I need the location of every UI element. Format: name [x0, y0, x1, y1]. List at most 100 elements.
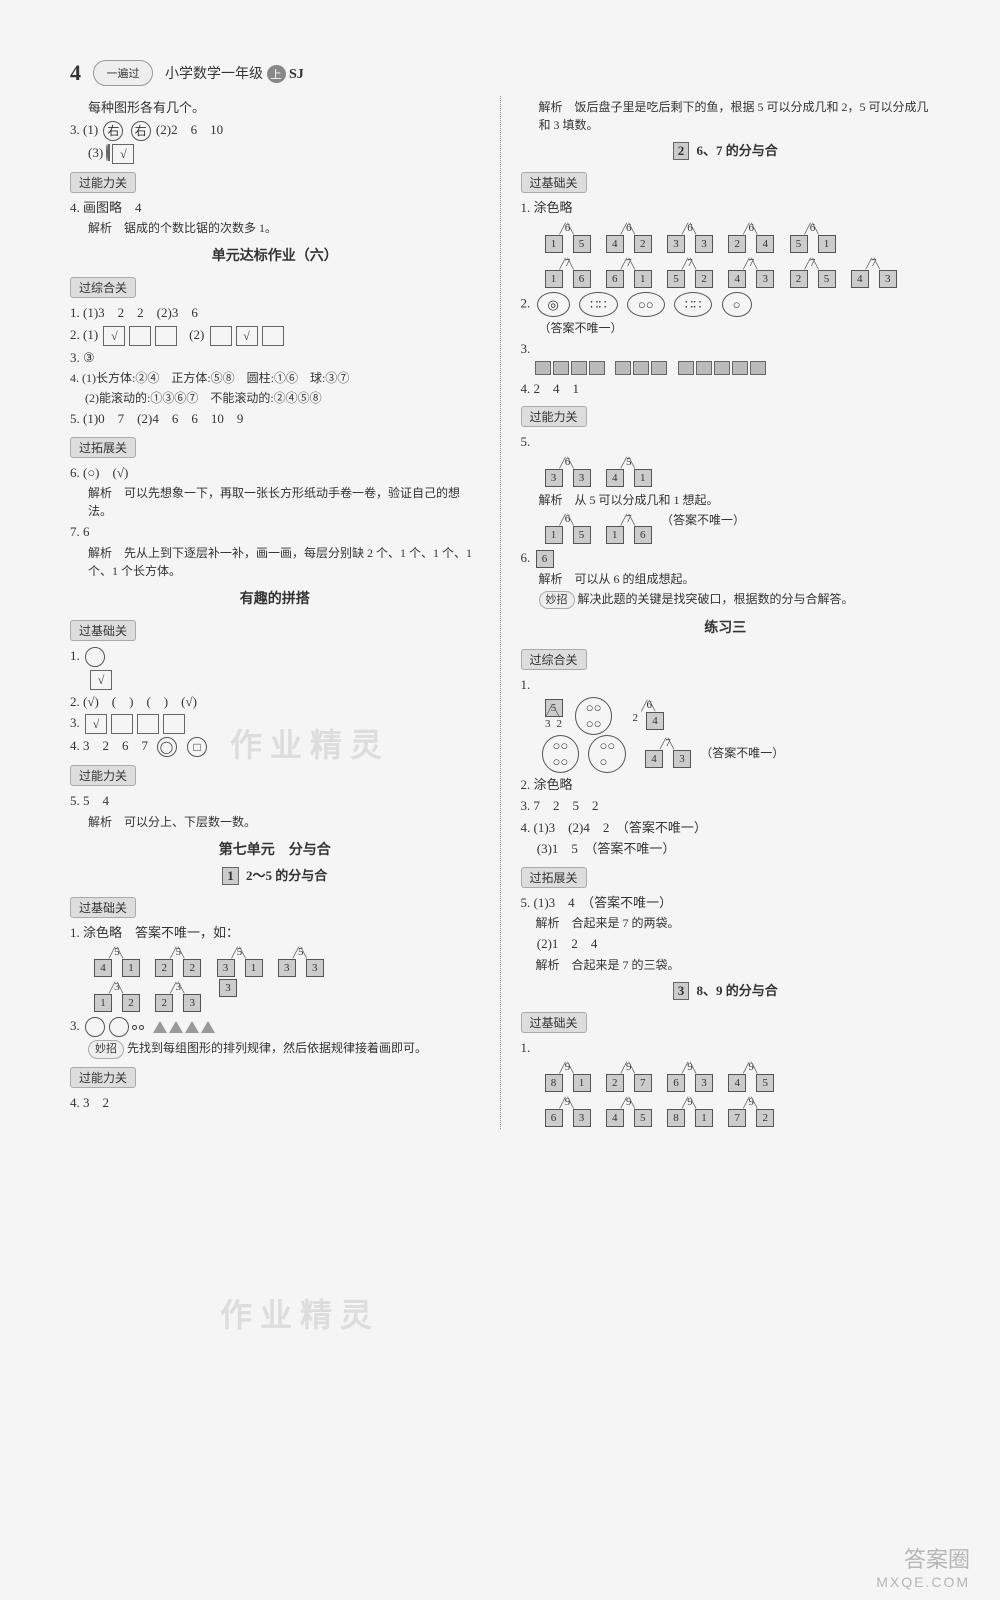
p3: 3. √: [70, 713, 480, 734]
oval-group: ○○○: [588, 735, 626, 773]
section-tag: 过能力关: [70, 765, 136, 786]
circle-icon: [85, 647, 105, 667]
z4a: 4. (1)长方体:②④ 正方体:⑤⑧ 圆柱:①⑥ 球:③⑦: [70, 369, 480, 387]
tip2: 妙招 解决此题的关键是找突破口，根据数的分与合解答。: [521, 590, 931, 610]
tree6-row: 615 642 633 624 651: [521, 220, 931, 255]
section-tag: 过基础关: [521, 1012, 587, 1033]
l3: 3. 7 2 5 2: [521, 796, 931, 816]
circle-icon: ◯: [157, 737, 177, 757]
circle-answer: 右: [131, 121, 151, 141]
z1: 1. (1)3 2 2 (2)3 6: [70, 303, 480, 323]
check-box: √: [112, 144, 134, 164]
sub2-heading: 2 6、7 的分与合: [521, 140, 931, 160]
q4b: 解析 锯成的个数比锯的次数多 1。: [70, 219, 480, 237]
tip-badge: 妙招: [539, 591, 575, 610]
p5a: 5. 5 4: [70, 791, 480, 811]
watermark: 作 业 精 灵: [220, 1290, 372, 1336]
section-tag: 过拓展关: [70, 437, 136, 458]
r4: 4. 2 4 1: [521, 379, 931, 399]
tree5-row: 541 522 531 533: [70, 944, 480, 979]
cube-icon: □: [187, 737, 207, 757]
r-top: 解析 饭后盘子里是吃后剩下的鱼，根据 5 可以分成几和 2，5 可以分成几和 3…: [521, 98, 931, 134]
plate-icon: ∷∷: [579, 292, 618, 318]
t6a: 6. (○) (√): [70, 463, 480, 483]
l2: 2. 涂色略: [521, 775, 931, 795]
tree9a-row: 981 927 963 945: [521, 1059, 931, 1094]
section-tag: 过能力关: [521, 406, 587, 427]
book-title: 小学数学一年级 上 SJ: [165, 63, 304, 83]
section-tag: 过综合关: [70, 277, 136, 298]
tree7-row: 716 761 752 743 725 743: [521, 255, 931, 290]
l4a: 4. (1)3 (2)4 2 （答案不唯一）: [521, 818, 931, 838]
section-tag: 过基础关: [521, 172, 587, 193]
plate-icon: ◎: [537, 292, 570, 318]
tree67-row: 615 716 （答案不唯一）: [521, 511, 931, 546]
cuboid-icon: [108, 144, 110, 161]
f1: 1. 涂色略 答案不唯一，如：: [70, 923, 480, 943]
pinda-heading: 有趣的拼搭: [70, 588, 480, 608]
l5b2: 解析 合起来是 7 的三袋。: [521, 956, 931, 974]
z2: 2. (1) √ (2) √: [70, 325, 480, 346]
lx3-heading: 练习三: [521, 617, 931, 637]
plate-icon: ○○: [627, 292, 665, 318]
right-column: 解析 饭后盘子里是吃后剩下的鱼，根据 5 可以分成几和 2，5 可以分成几和 3…: [521, 96, 931, 1129]
l5b: (2)1 2 4: [521, 934, 931, 954]
unit7-heading: 第七单元 分与合: [70, 839, 480, 859]
book-logo: 一遍过: [93, 60, 153, 86]
block-row: [535, 361, 931, 377]
z4b: (2)能滚动的:①③⑥⑦ 不能滚动的:②④⑤⑧: [70, 389, 480, 407]
q3-line1: 3. (1) 右 右 (2)2 6 10: [70, 120, 480, 141]
b1: 1.: [521, 1038, 931, 1058]
r6b: 解析 可以从 6 的组成想起。: [521, 570, 931, 588]
content-columns: 每种图形各有几个。 3. (1) 右 右 (2)2 6 10 (3) √ 过能力…: [70, 96, 930, 1129]
r3: 3.: [521, 339, 931, 359]
r2: 2. ◎ ∷∷ ○○ ∷∷ ○: [521, 292, 931, 318]
tree65-row: 633 541: [521, 454, 931, 489]
section-tag: 过综合关: [521, 649, 587, 670]
t7b: 解析 先从上到下逐层补一补，画一画，每层分别缺 2 个、1 个、1 个、1 个、…: [70, 544, 480, 580]
r2note: （答案不唯一）: [521, 319, 931, 337]
l1-trees: 532 ○○○○ 624: [521, 697, 931, 735]
r6: 6. 6: [521, 548, 931, 568]
r1: 1. 涂色略: [521, 198, 931, 218]
section-tag: 过拓展关: [521, 867, 587, 888]
r5b: 解析 从 5 可以分成几和 1 想起。: [521, 491, 931, 509]
p4: 4. 3 2 6 7 ◯ □: [70, 736, 480, 757]
z5: 5. (1)0 7 (2)4 6 6 10 9: [70, 409, 480, 429]
oval-group: ○○○○: [575, 697, 613, 735]
plate-icon: ∷∷: [674, 292, 713, 318]
r5: 5.: [521, 432, 931, 452]
q3-line2: (3) √: [70, 143, 480, 164]
section-tag: 过基础关: [70, 897, 136, 918]
plate-icon: ○: [722, 292, 752, 318]
p1: 1.: [70, 646, 480, 667]
circle-answer: 右: [103, 121, 123, 141]
z3: 3. ③: [70, 348, 480, 368]
section-tag: 过能力关: [70, 172, 136, 193]
q4a: 4. 画图略 4: [70, 198, 480, 218]
p2: 2. (√) ( ) ( ) (√): [70, 692, 480, 712]
f3: 3.: [70, 1016, 480, 1037]
f4: 4. 3 2: [70, 1093, 480, 1113]
l1-trees2: ○○○○ ○○○ 743 （答案不唯一）: [521, 735, 931, 773]
t7a: 7. 6: [70, 522, 480, 542]
page-header: 4 一遍过 小学数学一年级 上 SJ: [70, 60, 930, 86]
tip1: 妙招 先找到每组图形的排列规律，然后依据规律接着画即可。: [70, 1039, 480, 1059]
intro-text: 每种图形各有几个。: [70, 98, 480, 118]
column-divider: [500, 96, 501, 1129]
section-tag: 过基础关: [70, 620, 136, 641]
unit6-heading: 单元达标作业（六）: [70, 245, 480, 265]
oval-group: ○○○○: [542, 735, 580, 773]
l5a2: 解析 合起来是 7 的两袋。: [521, 914, 931, 932]
tip-badge: 妙招: [88, 1040, 124, 1059]
page-number: 4: [70, 60, 81, 86]
tree3-row: 312 323 3: [70, 979, 480, 1014]
t6b: 解析 可以先想象一下，再取一张长方形纸动手卷一卷，验证自己的想法。: [70, 484, 480, 520]
section-tag: 过能力关: [70, 1067, 136, 1088]
p5b: 解析 可以分上、下层数一数。: [70, 813, 480, 831]
l1: 1.: [521, 675, 931, 695]
left-column: 每种图形各有几个。 3. (1) 右 右 (2)2 6 10 (3) √ 过能力…: [70, 96, 480, 1129]
sub1-heading: 1 2～5 的分与合: [70, 865, 480, 885]
sub3-heading: 3 8、9 的分与合: [521, 980, 931, 1000]
tree9b-row: 963 945 981 972: [521, 1094, 931, 1129]
